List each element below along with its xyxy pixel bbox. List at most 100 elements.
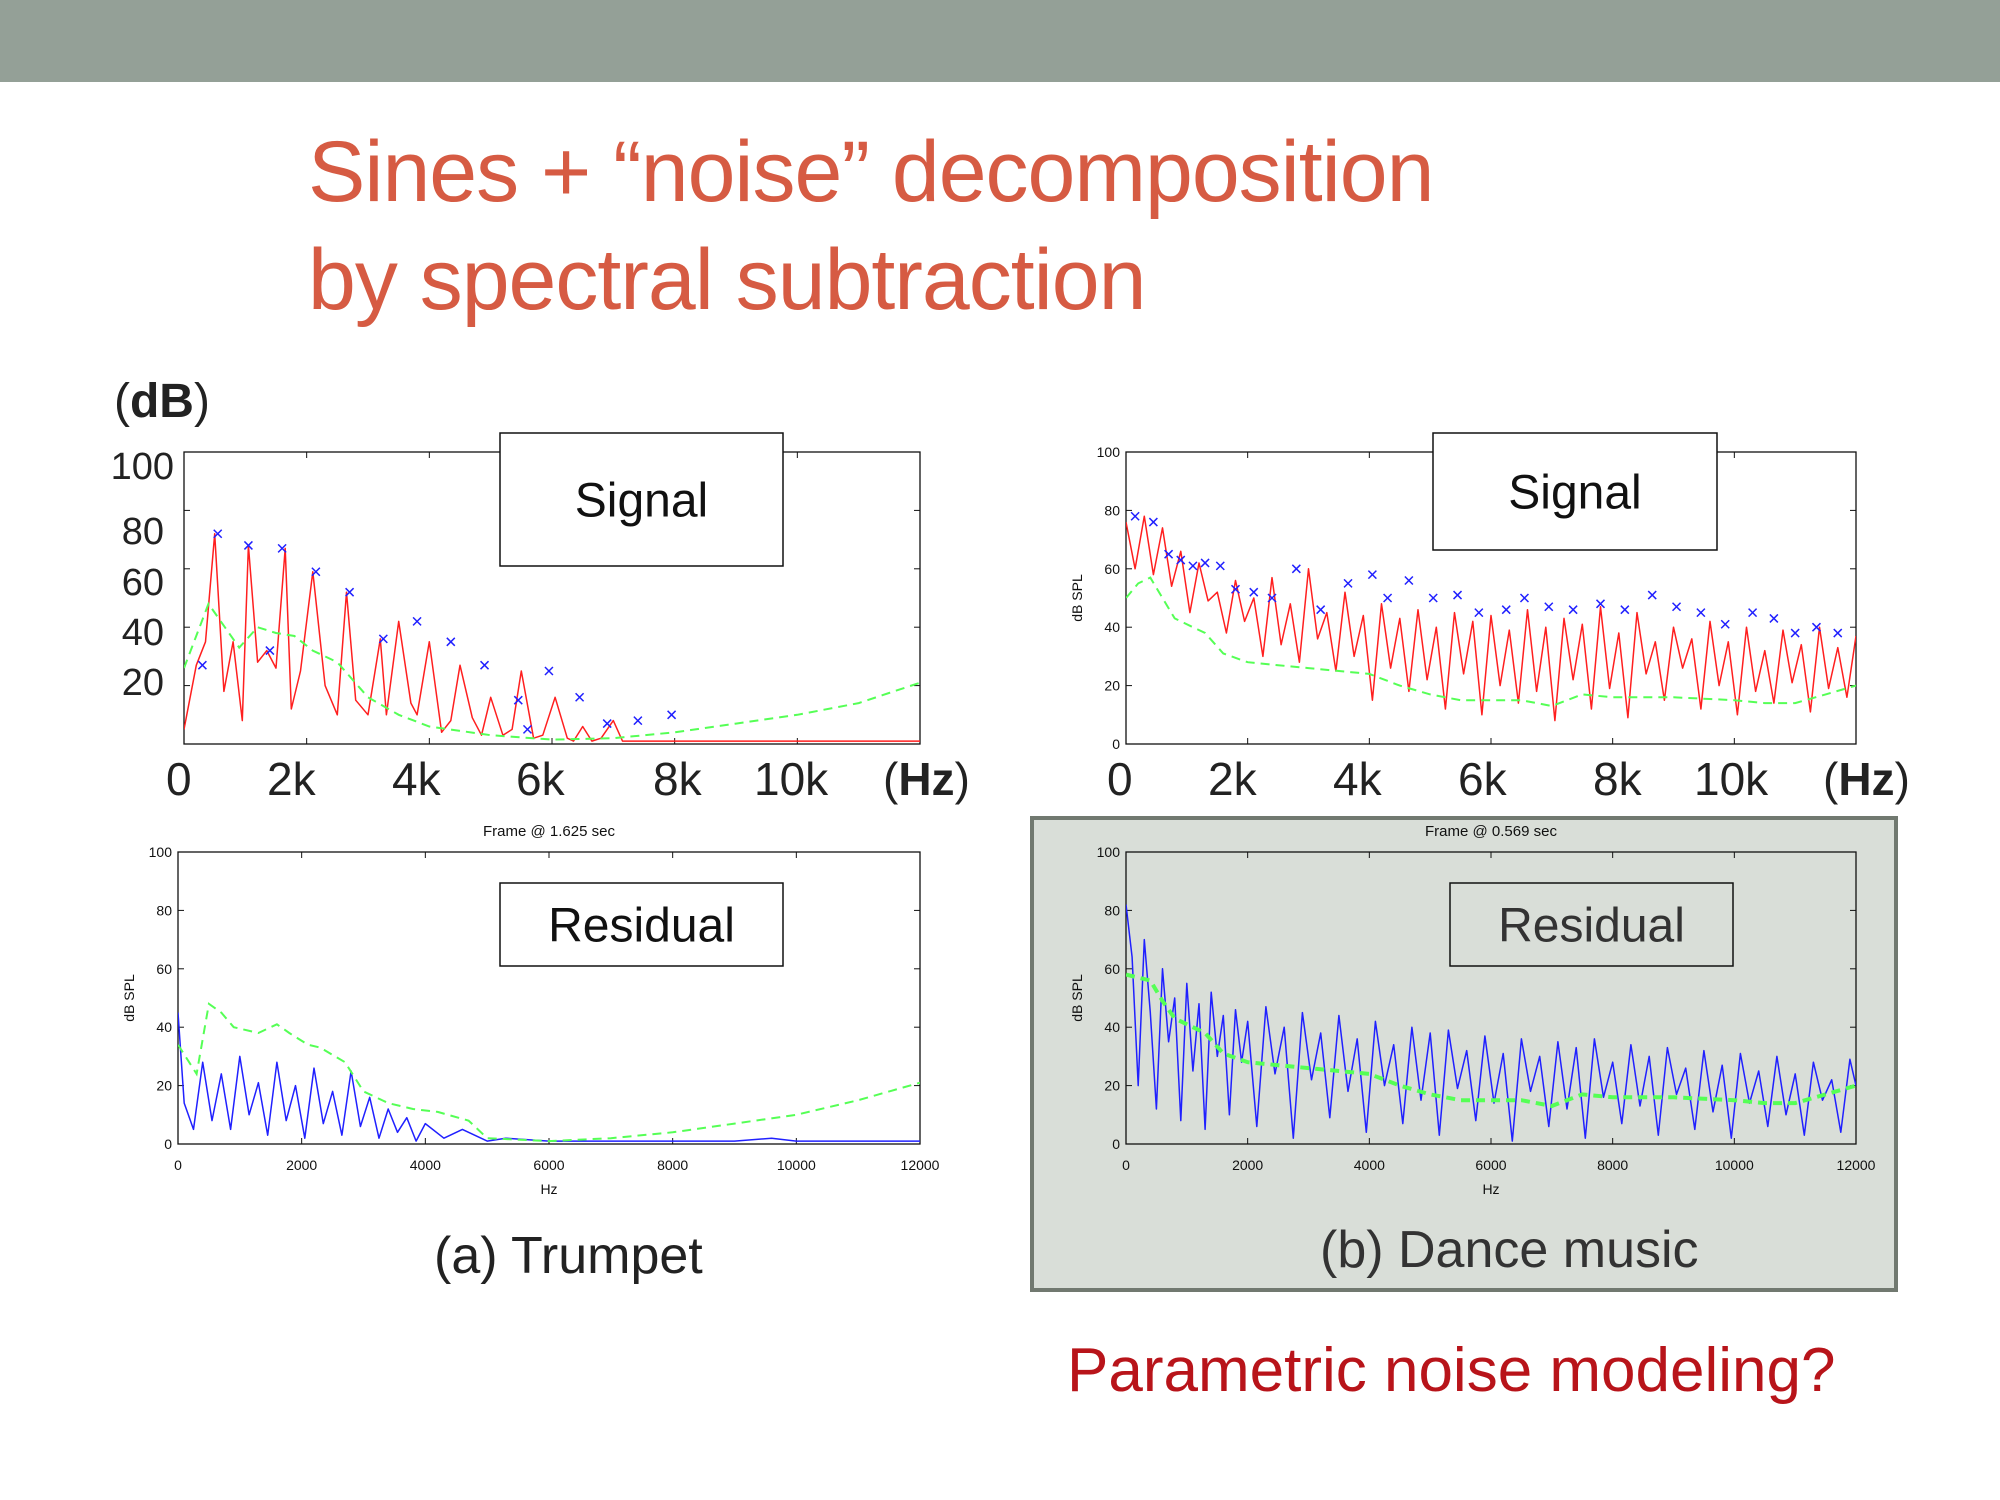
- dance-residual-plot-x-tick-label-2000: 2000: [1232, 1157, 1263, 1173]
- trumpet-residual-plot-y-tick-label-0: 0: [164, 1136, 172, 1152]
- dance-residual-plot-y-tick-label-100: 100: [1097, 844, 1121, 860]
- dance-signal-plot-peak-marker-12: [1343, 578, 1353, 588]
- dance-residual-plot-x-axis-label: Hz: [1482, 1181, 1499, 1197]
- trumpet-residual-plot-noise-floor-line: [178, 1002, 920, 1143]
- dance-signal-plot-peak-marker-0: [1130, 511, 1140, 521]
- closing-question: Parametric noise modeling?: [1067, 1336, 1836, 1405]
- dance-signal-plot-peak-marker-18: [1474, 608, 1484, 618]
- left-big-x-tick-2k: 2k: [267, 753, 316, 805]
- trumpet-residual-plot-y-tick-label-20: 20: [156, 1078, 172, 1094]
- slide-title: Sines + “noise” decomposition by spectra…: [308, 118, 1908, 334]
- dance-signal-plot-peak-marker-7: [1230, 584, 1241, 594]
- trumpet-residual-plot-legend-label: Residual: [548, 900, 735, 953]
- trumpet-residual-plot-residual-line: [178, 1012, 920, 1142]
- dance-signal-plot-peak-marker-8: [1249, 587, 1259, 597]
- trumpet-signal-plot-legend-box: [499, 432, 784, 567]
- dance-residual-plot-noise-floor-line: [1126, 972, 1856, 1109]
- dance-signal-plot-peak-marker-9: [1267, 593, 1277, 603]
- trumpet-signal-plot-peak-marker-9: [446, 637, 456, 647]
- dance-signal-plot-peak-marker-3: [1176, 555, 1186, 565]
- dance-signal-plot-peak-marker-17: [1453, 590, 1463, 600]
- dance-signal-plot-peak-marker-27: [1696, 608, 1706, 618]
- dance-signal-plot-peak-marker-20: [1519, 593, 1529, 603]
- dance-signal-plot-peak-marker-32: [1811, 622, 1821, 632]
- trumpet-signal-plot-peak-marker-2: [243, 540, 253, 550]
- left-big-x-tick-8k: 8k: [653, 753, 702, 805]
- dance-residual-plot-x-tick-label-12000: 12000: [1837, 1157, 1876, 1173]
- dance-signal-plot-peak-marker-6: [1215, 561, 1225, 571]
- slide-top-bar: [0, 0, 2000, 82]
- dance-signal-plot-peak-marker-14: [1383, 593, 1393, 603]
- right-x-axis-unit-label: (Hz): [1823, 753, 1910, 805]
- dance-signal-plot-y-tick-label-100: 100: [1097, 444, 1121, 460]
- dance-residual-plot-legend-label: Residual: [1498, 900, 1685, 953]
- right-big-x-tick-4k: 4k: [1333, 753, 1382, 805]
- left-x-axis-unit-label: (Hz): [883, 753, 970, 805]
- dance-signal-plot-plot-area: [1126, 511, 1856, 722]
- dance-signal-plot-noise-floor-line: [1126, 576, 1856, 708]
- dance-signal-plot-peak-marker-21: [1544, 602, 1554, 612]
- right-big-x-tick-8k: 8k: [1593, 753, 1642, 805]
- dance-signal-plot-peak-marker-19: [1501, 605, 1511, 615]
- trumpet-residual-plot-plot-area: [178, 1002, 920, 1143]
- left-big-x-tick-0: 0: [166, 753, 192, 805]
- trumpet-residual-plot-x-tick-label-0: 0: [174, 1157, 182, 1173]
- trumpet-residual-plot-y-tick-label-40: 40: [156, 1019, 172, 1035]
- dance-residual-plot-residual-line: [1126, 904, 1856, 1142]
- dance-residual-plot-x-tick-label-4000: 4000: [1354, 1157, 1385, 1173]
- dance-residual-plot-y-tick-label-20: 20: [1104, 1078, 1120, 1094]
- left-big-x-tick-10k: 10k: [754, 753, 829, 805]
- dance-signal-plot-y-tick-label-0: 0: [1112, 736, 1120, 752]
- trumpet-signal-plot-peak-marker-15: [602, 719, 612, 729]
- trumpet-residual-plot-x-tick-label-10000: 10000: [777, 1157, 816, 1173]
- dance-signal-plot-peak-marker-28: [1720, 619, 1730, 629]
- dance-signal-plot-y-tick-label-20: 20: [1104, 678, 1120, 694]
- dance-residual-plot-y-tick-label-0: 0: [1112, 1136, 1120, 1152]
- dance-residual-plot-x-tick-label-10000: 10000: [1715, 1157, 1754, 1173]
- trumpet-signal-plot: Signal: [183, 432, 921, 745]
- right-big-x-tick-10k: 10k: [1694, 753, 1769, 805]
- trumpet-residual-plot-legend-box: [499, 882, 784, 967]
- trumpet-signal-plot-peak-marker-14: [575, 692, 585, 702]
- dance-residual-plot-y-tick-label-40: 40: [1104, 1019, 1120, 1035]
- trumpet-signal-plot-peak-marker-10: [480, 660, 490, 670]
- dance-signal-plot-y-tick-label-60: 60: [1104, 561, 1120, 577]
- right-big-x-tick-0: 0: [1107, 753, 1133, 805]
- trumpet-signal-plot-peak-marker-12: [522, 724, 532, 734]
- caption-trumpet: (a) Trumpet: [434, 1227, 703, 1285]
- title-line-1: Sines + “noise” decomposition: [308, 124, 1434, 220]
- dance-residual-plot-x-tick-label-8000: 8000: [1597, 1157, 1628, 1173]
- trumpet-signal-plot-peak-marker-7: [378, 634, 388, 644]
- caption-dance-music: (b) Dance music: [1320, 1221, 1699, 1279]
- trumpet-residual-plot-x-axis-label: Hz: [540, 1181, 557, 1197]
- big-y-tick-20: 20: [121, 662, 164, 704]
- dance-signal-plot-peak-marker-10: [1291, 564, 1301, 574]
- dance-signal-plot-signal-line: [1126, 515, 1856, 722]
- dance-signal-plot-peak-marker-11: [1316, 605, 1326, 615]
- dance-residual-plot-frame-title: Frame @ 0.569 sec: [1425, 823, 1557, 840]
- dance-residual-plot-y-tick-label-80: 80: [1104, 902, 1120, 918]
- dance-residual-plot-x-tick-label-0: 0: [1122, 1157, 1130, 1173]
- trumpet-signal-plot-peak-marker-13: [544, 666, 554, 676]
- left-big-x-tick-6k: 6k: [516, 753, 565, 805]
- left-big-x-tick-4k: 4k: [392, 753, 441, 805]
- trumpet-signal-plot-peak-marker-16: [633, 716, 643, 726]
- big-y-tick-40: 40: [121, 612, 164, 654]
- dance-signal-plot-peak-marker-26: [1672, 602, 1682, 612]
- dance-signal-plot: 0 20 40 60 80 100 dB SPL Signal: [1069, 432, 1857, 752]
- dance-signal-plot-y-tick-label-40: 40: [1104, 619, 1120, 635]
- dance-signal-plot-peak-marker-4: [1188, 561, 1198, 571]
- trumpet-signal-plot-peak-marker-1: [213, 529, 223, 539]
- trumpet-residual-plot-x-tick-label-2000: 2000: [286, 1157, 317, 1173]
- dance-residual-plot-y-axis-label: dB SPL: [1069, 974, 1085, 1022]
- trumpet-signal-plot-signal-line: [184, 533, 920, 742]
- trumpet-residual-plot-x-tick-label-8000: 8000: [657, 1157, 688, 1173]
- right-big-x-tick-6k: 6k: [1458, 753, 1507, 805]
- trumpet-signal-plot-peak-marker-0: [197, 660, 207, 670]
- dance-signal-plot-legend-label: Signal: [1508, 467, 1641, 520]
- trumpet-signal-plot-peak-marker-6: [345, 587, 355, 597]
- dance-signal-plot-peak-marker-23: [1595, 599, 1606, 609]
- dance-signal-plot-peak-marker-29: [1748, 608, 1758, 618]
- dance-signal-plot-peak-marker-13: [1367, 570, 1377, 580]
